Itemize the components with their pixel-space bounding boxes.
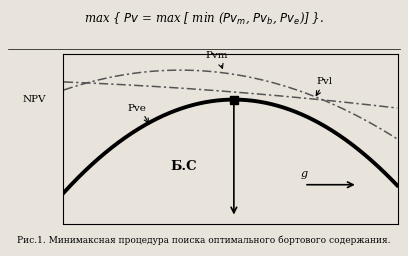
Text: Pvm: Pvm bbox=[206, 51, 228, 60]
Text: Pvl: Pvl bbox=[316, 78, 332, 87]
Text: max { $Pv$ = max [ min ($Pv_m$, $Pv_b$, $Pv_e$)] }.: max { $Pv$ = max [ min ($Pv_m$, $Pv_b$, … bbox=[84, 10, 324, 26]
Text: Pve: Pve bbox=[127, 104, 146, 113]
Text: NPV: NPV bbox=[23, 95, 47, 104]
Text: g: g bbox=[301, 169, 308, 179]
Text: Б.С: Б.С bbox=[171, 160, 197, 173]
Text: Рис.1. Минимаксная процедура поиска оптимального бортового содержания.: Рис.1. Минимаксная процедура поиска опти… bbox=[17, 235, 391, 244]
